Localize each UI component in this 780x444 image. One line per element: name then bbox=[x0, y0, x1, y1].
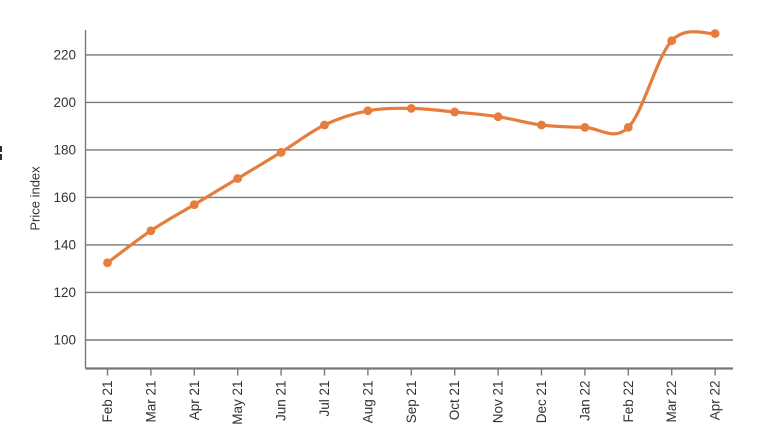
data-point-marker bbox=[667, 36, 677, 46]
y-axis-title: Price index bbox=[28, 166, 43, 231]
data-point-marker bbox=[710, 29, 720, 38]
y-tick-label: 140 bbox=[53, 237, 76, 252]
x-tick-label: Jul 21 bbox=[317, 381, 332, 417]
x-tick-label: Nov 21 bbox=[491, 380, 506, 423]
clipped-glyph-dot bbox=[0, 154, 2, 160]
clipped-glyph-dot bbox=[0, 146, 2, 152]
data-point-marker bbox=[623, 122, 633, 132]
data-point-marker bbox=[363, 106, 373, 116]
y-tick-label: 160 bbox=[53, 190, 76, 205]
data-point-marker bbox=[320, 120, 329, 130]
data-point-marker bbox=[103, 258, 112, 268]
x-tick-label: Feb 22 bbox=[621, 381, 636, 423]
data-point-marker bbox=[450, 107, 460, 117]
y-tick-label: 200 bbox=[53, 95, 76, 110]
x-tick-label: Apr 21 bbox=[187, 381, 202, 421]
data-point-marker bbox=[276, 147, 286, 157]
price-index-series-line bbox=[105, 30, 717, 265]
x-tick-label: Sep 21 bbox=[404, 381, 419, 424]
data-point-marker bbox=[146, 226, 156, 236]
data-point-marker bbox=[537, 120, 546, 130]
data-point-marker bbox=[493, 112, 503, 122]
x-tick-label: Feb 21 bbox=[100, 381, 115, 423]
x-tick-label: Mar 21 bbox=[143, 381, 158, 423]
x-tick-label: Jun 21 bbox=[274, 381, 289, 422]
y-tick-label: 120 bbox=[53, 285, 76, 300]
y-tick-label: 100 bbox=[53, 332, 76, 347]
y-tick-label: 180 bbox=[53, 142, 76, 157]
data-point-marker bbox=[233, 174, 243, 183]
x-tick-label: May 21 bbox=[230, 381, 245, 425]
x-tick-label: Jan 22 bbox=[577, 381, 592, 422]
x-tick-label: Mar 22 bbox=[664, 381, 679, 423]
x-tick-label: Aug 21 bbox=[360, 381, 375, 424]
data-point-marker bbox=[580, 122, 590, 132]
x-tick-label: Apr 22 bbox=[708, 381, 723, 421]
clipped-glyph-fragment bbox=[0, 146, 3, 162]
y-tick-label: 220 bbox=[53, 47, 76, 62]
data-point-marker bbox=[406, 103, 416, 113]
data-point-marker bbox=[189, 200, 199, 209]
x-tick-label: Dec 21 bbox=[534, 381, 549, 424]
x-tick-label: Oct 21 bbox=[447, 381, 462, 421]
